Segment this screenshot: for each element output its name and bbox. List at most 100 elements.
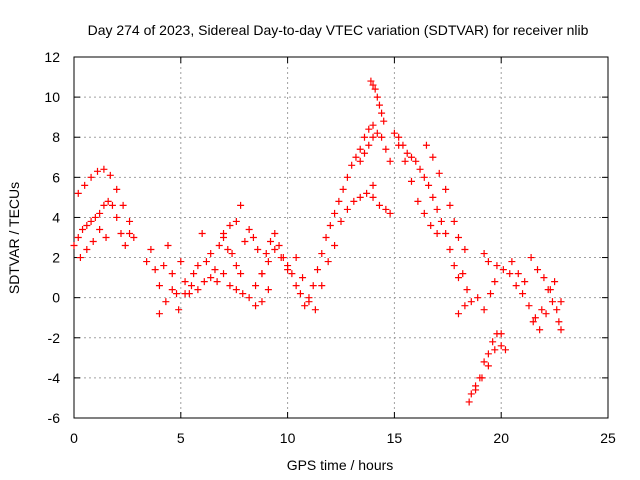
data-point [542,310,550,318]
data-point [369,121,377,129]
data-point [450,217,458,225]
data-point [106,171,114,179]
data-point [472,382,480,390]
data-point [480,250,488,258]
data-point [382,205,390,213]
data-point [352,153,360,161]
data-point [194,286,202,294]
data-point [284,266,292,274]
data-point [506,270,514,278]
data-point [194,262,202,270]
data-point [296,290,304,298]
data-point [232,286,240,294]
data-point [220,270,228,278]
data-point [489,338,497,346]
data-point [91,213,99,221]
data-point [262,250,270,258]
data-point [175,306,183,314]
data-point [412,157,420,165]
data-point [519,290,527,298]
data-point [301,302,309,310]
data-point [420,173,428,181]
x-tick-labels: 0 5 10 15 20 25 [70,430,616,446]
data-point [365,125,373,133]
data-point [264,286,272,294]
data-point [454,310,462,318]
data-point [335,197,343,205]
data-point [151,266,159,274]
data-point [226,282,234,290]
data-point [356,193,364,201]
data-point [130,234,138,241]
data-point [104,197,112,205]
data-point [487,290,495,298]
data-point [87,217,95,225]
data-point [557,326,565,334]
data-point [369,181,377,189]
data-point [126,229,134,237]
data-point [337,217,345,225]
data-point [375,101,383,109]
data-point [311,306,319,314]
data-point [324,258,332,266]
data-point [429,153,437,161]
grid-lines [74,57,608,418]
data-point [155,282,163,290]
data-point [407,177,415,185]
data-point [422,141,430,149]
x-axis-label: GPS time / hours [287,457,394,473]
data-point [427,221,435,229]
data-point [442,229,450,237]
data-point [521,278,529,286]
data-point [331,242,339,250]
data-point [360,133,368,141]
data-point [292,282,300,290]
data-point [365,141,373,149]
data-point [435,169,443,177]
data-point [363,189,371,197]
data-point [407,153,415,161]
data-point [89,238,97,246]
data-point [454,234,462,241]
data-point [173,290,181,298]
data-point [305,294,313,302]
data-point [102,234,110,241]
data-point [292,254,300,262]
data-point [467,298,475,306]
data-point [536,326,544,334]
data-point [484,362,492,370]
data-point [446,246,454,254]
data-point [93,167,101,175]
plot-frame [73,56,609,419]
data-points [70,77,565,406]
data-point [207,274,215,282]
data-point [318,282,326,290]
data-point [100,165,108,173]
data-point [258,270,266,278]
data-point [155,310,163,318]
data-point [326,221,334,229]
data-point [378,133,386,141]
data-point [433,205,441,213]
data-point [378,109,386,117]
data-point [228,250,236,258]
data-point [369,193,377,201]
data-point [403,149,411,157]
data-point [476,374,484,382]
data-point [220,229,228,237]
data-point [267,238,275,246]
data-point [527,254,535,262]
data-point [371,85,379,93]
data-point [442,185,450,193]
data-point [555,318,563,326]
data-point [277,254,285,262]
data-point [258,298,266,306]
data-point [553,306,561,314]
data-point [113,213,121,221]
data-point [160,262,168,270]
data-point [534,266,542,274]
data-point [200,278,208,286]
data-point [83,246,91,254]
data-point [459,270,467,278]
data-point [177,258,185,266]
